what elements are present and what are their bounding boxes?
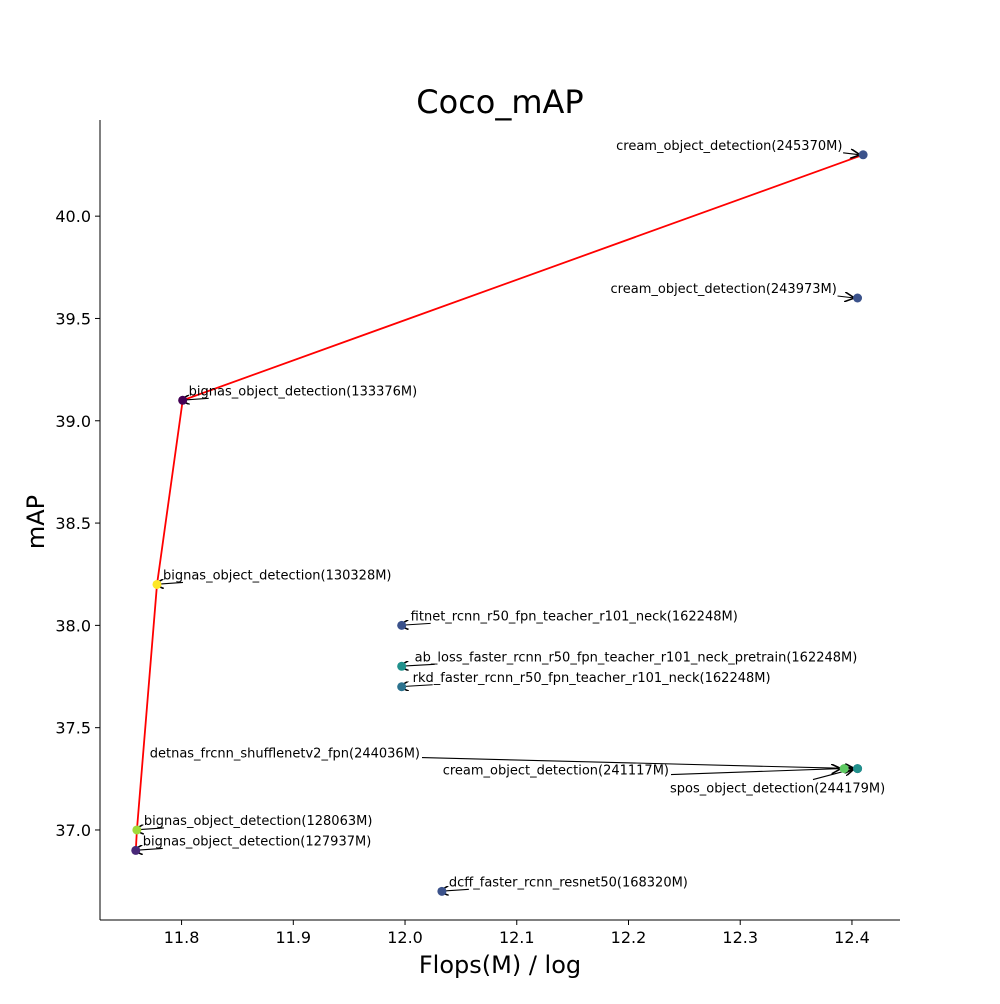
data-point <box>853 764 863 774</box>
x-tick-label: 12.3 <box>722 928 758 947</box>
data-point <box>839 764 849 774</box>
point-annotation-label: ab_loss_faster_rcnn_r50_fpn_teacher_r101… <box>415 650 858 665</box>
point-annotation-label: detnas_frcnn_shufflenetv2_fpn(244036M) <box>150 747 420 762</box>
data-point <box>397 620 407 630</box>
x-tick-label: 12.2 <box>611 928 647 947</box>
y-axis-label: mAP <box>22 495 50 549</box>
x-axis-label: Flops(M) / log <box>419 951 581 979</box>
annotation-arrows <box>133 153 860 892</box>
point-annotation-label: spos_object_detection(244179M) <box>670 782 885 797</box>
y-tick-label: 39.5 <box>55 309 91 328</box>
x-tick-label: 12.4 <box>834 928 870 947</box>
y-tick-label: 39.0 <box>55 412 91 431</box>
point-annotation-label: bignas_object_detection(133376M) <box>189 384 418 399</box>
data-point <box>397 682 407 692</box>
y-tick-label: 38.0 <box>55 616 91 635</box>
data-point <box>858 150 868 160</box>
x-tick-label: 12.0 <box>387 928 423 947</box>
data-point <box>152 579 162 589</box>
x-tick-label: 11.9 <box>275 928 311 947</box>
annotation-labels: cream_object_detection(245370M) cream_obj… <box>143 139 885 891</box>
point-annotation-label: cream_object_detection(243973M) <box>611 282 837 297</box>
axis-ticks: 11.8 11.9 12.0 12.1 12.2 12.3 12.4 37.0 37.5 38.0… <box>55 207 869 947</box>
y-tick-label: 37.0 <box>55 821 91 840</box>
point-annotation-label: dcff_faster_rcnn_resnet50(168320M) <box>449 875 688 890</box>
point-annotation-label: bignas_object_detection(127937M) <box>143 834 372 849</box>
data-points <box>131 150 868 896</box>
annotation-arrow <box>421 757 855 769</box>
point-annotation-label: rkd_faster_rcnn_r50_fpn_teacher_r101_nec… <box>413 671 771 686</box>
point-annotation-label: bignas_object_detection(130328M) <box>163 568 392 583</box>
annotation-arrow <box>843 153 860 155</box>
point-annotation-label: bignas_object_detection(128063M) <box>144 814 373 829</box>
y-tick-label: 37.5 <box>55 719 91 738</box>
data-point <box>131 845 141 855</box>
annotation-arrow <box>837 296 855 298</box>
x-tick-label: 12.1 <box>499 928 535 947</box>
chart-title: Coco_mAP <box>416 83 583 121</box>
point-annotation-label: cream_object_detection(241117M) <box>443 764 669 779</box>
x-tick-label: 11.8 <box>164 928 200 947</box>
point-annotation-label: cream_object_detection(245370M) <box>616 139 842 154</box>
data-point <box>132 825 142 835</box>
data-point <box>437 886 447 896</box>
annotation-arrow <box>670 769 841 776</box>
point-annotation-label: fitnet_rcnn_r50_fpn_teacher_r101_neck(16… <box>411 609 738 624</box>
data-point <box>853 293 863 303</box>
y-tick-label: 38.5 <box>55 514 91 533</box>
data-point <box>397 661 407 671</box>
data-point <box>178 395 188 405</box>
y-tick-label: 40.0 <box>55 207 91 226</box>
